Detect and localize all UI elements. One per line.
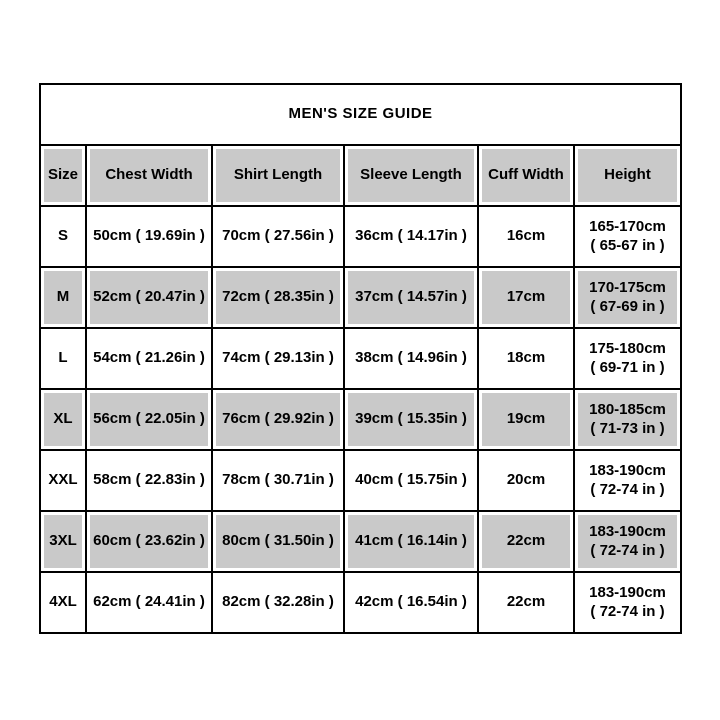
chest-width-cell: 62cm ( 24.41in ) xyxy=(85,571,213,634)
sleeve-length-cell: 38cm ( 14.96in ) xyxy=(343,327,479,390)
chest-width-cell: 60cm ( 23.62in ) xyxy=(85,510,213,573)
height-cell: 180-185cm( 71-73 in ) xyxy=(572,388,683,451)
height-line: ( 72-74 in ) xyxy=(590,602,665,620)
table-row-3xl: 3XL 60cm ( 23.62in ) 80cm ( 31.50in ) 41cm … xyxy=(39,510,683,573)
height-line: 183-190cm xyxy=(589,583,666,601)
cuff-width-cell: 18cm xyxy=(477,327,575,390)
column-header-cuff-width: Cuff Width xyxy=(477,144,575,207)
chest-width-cell: 56cm ( 22.05in ) xyxy=(85,388,213,451)
cuff-width-cell: 19cm xyxy=(477,388,575,451)
shirt-length-cell: 80cm ( 31.50in ) xyxy=(211,510,345,573)
chest-width-cell: 52cm ( 20.47in ) xyxy=(85,266,213,329)
height-line: ( 71-73 in ) xyxy=(590,419,665,437)
sleeve-length-cell: 36cm ( 14.17in ) xyxy=(343,205,479,268)
cuff-width-cell: 22cm xyxy=(477,510,575,573)
sleeve-length-cell: 41cm ( 16.14in ) xyxy=(343,510,479,573)
column-header-shirt-length: Shirt Length xyxy=(211,144,345,207)
chest-width-cell: 54cm ( 21.26in ) xyxy=(85,327,213,390)
cuff-width-cell: 17cm xyxy=(477,266,575,329)
sleeve-length-cell: 42cm ( 16.54in ) xyxy=(343,571,479,634)
shirt-length-cell: 70cm ( 27.56in ) xyxy=(211,205,345,268)
table-row-4xl: 4XL 62cm ( 24.41in ) 82cm ( 32.28in ) 42cm … xyxy=(39,571,683,634)
height-cell: 183-190cm( 72-74 in ) xyxy=(572,449,683,512)
shirt-length-cell: 78cm ( 30.71in ) xyxy=(211,449,345,512)
column-header-sleeve-length: Sleeve Length xyxy=(343,144,479,207)
height-line: ( 69-71 in ) xyxy=(590,358,665,376)
size-table-body: S 50cm ( 19.69in ) 70cm ( 27.56in ) 36cm ( … xyxy=(39,205,683,634)
height-cell: 170-175cm( 67-69 in ) xyxy=(572,266,683,329)
shirt-length-cell: 76cm ( 29.92in ) xyxy=(211,388,345,451)
size-cell: 3XL xyxy=(39,510,87,573)
size-cell: XXL xyxy=(39,449,87,512)
cuff-width-cell: 16cm xyxy=(477,205,575,268)
table-row-xl: XL 56cm ( 22.05in ) 76cm ( 29.92in ) 39cm (… xyxy=(39,388,683,451)
size-cell: S xyxy=(39,205,87,268)
height-line: 175-180cm xyxy=(589,339,666,357)
column-header-chest-width: Chest Width xyxy=(85,144,213,207)
table-row-l: L 54cm ( 21.26in ) 74cm ( 29.13in ) 38cm ( … xyxy=(39,327,683,390)
height-line: 183-190cm xyxy=(589,461,666,479)
height-cell: 175-180cm( 69-71 in ) xyxy=(572,327,683,390)
size-cell: L xyxy=(39,327,87,390)
shirt-length-cell: 82cm ( 32.28in ) xyxy=(211,571,345,634)
height-line: 165-170cm xyxy=(589,217,666,235)
table-row-m: M 52cm ( 20.47in ) 72cm ( 28.35in ) 37cm ( … xyxy=(39,266,683,329)
table-row-s: S 50cm ( 19.69in ) 70cm ( 27.56in ) 36cm ( … xyxy=(39,205,683,268)
sleeve-length-cell: 37cm ( 14.57in ) xyxy=(343,266,479,329)
sleeve-length-cell: 39cm ( 15.35in ) xyxy=(343,388,479,451)
chest-width-cell: 50cm ( 19.69in ) xyxy=(85,205,213,268)
page-title: MEN'S SIZE GUIDE xyxy=(38,83,683,146)
chest-width-cell: 58cm ( 22.83in ) xyxy=(85,449,213,512)
column-header-height: Height xyxy=(572,144,683,207)
size-cell: 4XL xyxy=(39,571,87,634)
height-cell: 183-190cm( 72-74 in ) xyxy=(572,571,683,634)
cuff-width-cell: 22cm xyxy=(477,571,575,634)
sleeve-length-cell: 40cm ( 15.75in ) xyxy=(343,449,479,512)
shirt-length-cell: 74cm ( 29.13in ) xyxy=(211,327,345,390)
height-line: 170-175cm xyxy=(589,278,666,296)
height-line: ( 72-74 in ) xyxy=(590,541,665,559)
cuff-width-cell: 20cm xyxy=(477,449,575,512)
size-guide-table: MEN'S SIZE GUIDE Size Chest Width Shirt Le… xyxy=(38,83,683,634)
height-line: ( 67-69 in ) xyxy=(590,297,665,315)
height-cell: 165-170cm( 65-67 in ) xyxy=(572,205,683,268)
height-line: 180-185cm xyxy=(589,400,666,418)
size-cell: XL xyxy=(39,388,87,451)
height-line: ( 72-74 in ) xyxy=(590,480,665,498)
height-cell: 183-190cm( 72-74 in ) xyxy=(572,510,683,573)
table-row-xxl: XXL 58cm ( 22.83in ) 78cm ( 30.71in ) 40cm … xyxy=(39,449,683,512)
size-cell: M xyxy=(39,266,87,329)
header-row: Size Chest Width Shirt Length Sleeve Length… xyxy=(39,144,683,207)
height-line: ( 65-67 in ) xyxy=(590,236,665,254)
title-row: MEN'S SIZE GUIDE xyxy=(38,83,683,146)
height-line: 183-190cm xyxy=(589,522,666,540)
column-header-size: Size xyxy=(39,144,87,207)
shirt-length-cell: 72cm ( 28.35in ) xyxy=(211,266,345,329)
